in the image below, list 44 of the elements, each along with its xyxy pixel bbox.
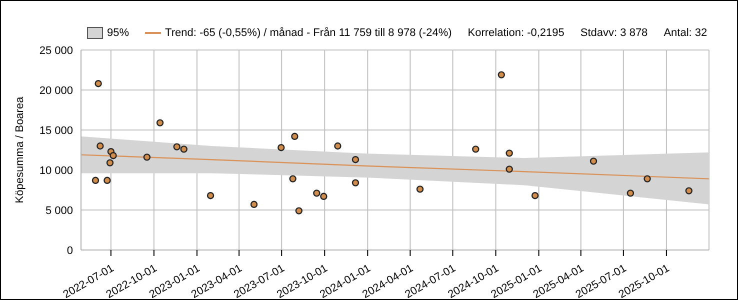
point — [92, 176, 100, 184]
point — [416, 186, 424, 193]
point — [291, 132, 298, 140]
point — [173, 143, 180, 150]
point — [110, 152, 117, 160]
y-tick-label: 25 000 — [39, 44, 73, 57]
point — [506, 166, 513, 173]
y-tick-label: 15 000 — [39, 124, 73, 137]
point — [498, 71, 505, 78]
point — [143, 154, 151, 161]
line-series — [81, 154, 709, 180]
point — [104, 176, 111, 184]
point — [180, 146, 188, 153]
point — [250, 200, 258, 208]
y-tick-label: 10 000 — [39, 164, 73, 177]
y-axis-title: Köpesumma / Boarea — [14, 96, 26, 204]
text: Antal: 32 — [664, 27, 708, 39]
point — [685, 187, 692, 194]
point — [472, 146, 480, 153]
point — [106, 159, 114, 166]
point — [334, 142, 342, 150]
y-tick-label: 5 000 — [45, 204, 73, 217]
point — [289, 175, 296, 182]
legend-label: Trend: -65 (-0,55%) / månad - Från 11 759 till 8 978 (-24%) — [165, 27, 452, 39]
point — [352, 179, 360, 186]
point — [626, 190, 634, 197]
point — [96, 142, 104, 150]
point — [278, 144, 285, 152]
y-tick-label: 0 — [66, 244, 73, 257]
point — [295, 207, 303, 214]
point — [206, 192, 214, 200]
point — [320, 192, 328, 200]
text: Stdavv: 3 878 — [580, 27, 648, 39]
legend-title: 95% — [107, 27, 130, 39]
point — [94, 80, 102, 88]
point — [590, 158, 598, 165]
point — [644, 175, 651, 182]
point — [352, 156, 360, 164]
point — [313, 190, 320, 197]
point — [156, 119, 164, 126]
y-tick-label: 20 000 — [39, 84, 73, 97]
text: Korrelation: -0,2195 — [468, 27, 564, 39]
point — [531, 192, 539, 200]
point — [506, 150, 513, 157]
